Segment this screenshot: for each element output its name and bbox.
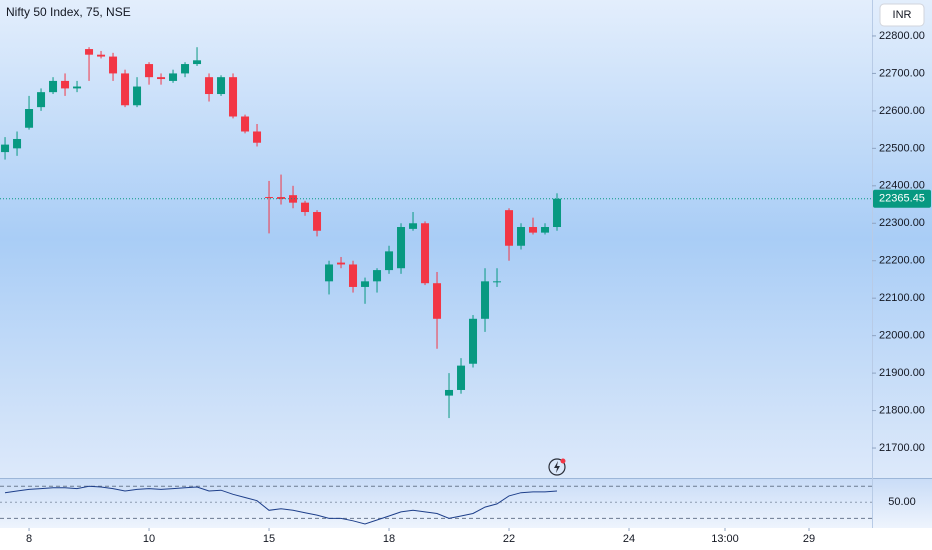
candle-body	[529, 227, 538, 233]
last-price-box	[873, 189, 931, 208]
currency-button[interactable]	[879, 3, 925, 27]
candle-body	[289, 195, 298, 203]
candle-body	[313, 212, 322, 231]
candle-body	[493, 281, 502, 283]
candle-body	[385, 251, 394, 271]
candle-body	[61, 80, 70, 89]
x-tick-label: 22	[503, 533, 515, 545]
candle-body	[121, 73, 130, 106]
lightning-icon[interactable]	[548, 458, 566, 476]
y-tick-label: 22200.00	[879, 255, 925, 267]
y-tick-label: 22300.00	[879, 217, 925, 229]
candle-body	[25, 109, 34, 128]
currency-label[interactable]: INR	[893, 9, 912, 21]
candle-body	[265, 197, 274, 199]
x-tick-label: 10	[143, 533, 155, 545]
candle-body	[541, 227, 550, 233]
candle-body	[169, 73, 178, 81]
candle-body	[229, 77, 238, 117]
chart-title: Nifty 50 Index, 75, NSE	[6, 5, 131, 19]
indicator-line	[4, 485, 558, 525]
candle-body	[469, 318, 478, 364]
x-tick-label: 29	[803, 533, 815, 545]
candle-body	[73, 86, 82, 89]
candle-body	[1, 144, 10, 153]
x-tick-label: 24	[623, 533, 635, 545]
candle-body	[505, 210, 514, 246]
x-tick-label: 13:00	[711, 533, 739, 545]
candle-body	[205, 77, 214, 95]
candle-body	[133, 86, 142, 106]
y-tick-label: 22500.00	[879, 142, 925, 154]
candle-body	[145, 64, 154, 78]
y-tick-label: 22800.00	[879, 30, 925, 42]
y-tick-label: 22600.00	[879, 105, 925, 117]
candle-body	[49, 80, 58, 93]
candle-body	[85, 49, 94, 55]
candle-body	[373, 270, 382, 282]
time-axis	[0, 528, 932, 550]
y-tick-label: 22400.00	[879, 180, 925, 192]
candle-body	[217, 77, 226, 95]
candle-body	[157, 77, 166, 80]
candle-body	[361, 281, 370, 287]
candle-body	[13, 138, 22, 149]
candle-body	[109, 56, 118, 74]
candle-body	[433, 283, 442, 319]
candle-body	[277, 197, 286, 199]
candle-body	[37, 92, 46, 108]
candle-body	[193, 60, 202, 65]
candle-body	[325, 264, 334, 282]
y-tick-label: 22100.00	[879, 292, 925, 304]
y-tick-label: 21700.00	[879, 442, 925, 454]
candle-body	[421, 223, 430, 284]
candle-body	[517, 227, 526, 246]
candle-body	[97, 54, 106, 57]
candle-body	[241, 116, 250, 132]
candle-body	[553, 198, 562, 228]
x-tick-label: 18	[383, 533, 395, 545]
y-tick-label: 22000.00	[879, 330, 925, 342]
y-tick-label: 22700.00	[879, 67, 925, 79]
candle-body	[349, 264, 358, 287]
indicator-tick-label: 50.00	[888, 496, 916, 508]
candle-body	[181, 64, 190, 74]
candle-body	[409, 223, 418, 229]
main-pane	[0, 0, 932, 478]
candle-body	[253, 131, 262, 143]
x-tick-label: 15	[263, 533, 275, 545]
candle-body	[445, 389, 454, 396]
candle-body	[301, 202, 310, 213]
x-tick-label: 8	[26, 533, 32, 545]
indicator-pane	[0, 478, 932, 528]
last-price-label: 22365.45	[879, 193, 925, 205]
candle-body	[397, 227, 406, 269]
y-tick-label: 21900.00	[879, 367, 925, 379]
candle-body	[337, 262, 346, 265]
candle-body	[481, 281, 490, 319]
y-tick-label: 21800.00	[879, 404, 925, 416]
candle-body	[457, 365, 466, 390]
